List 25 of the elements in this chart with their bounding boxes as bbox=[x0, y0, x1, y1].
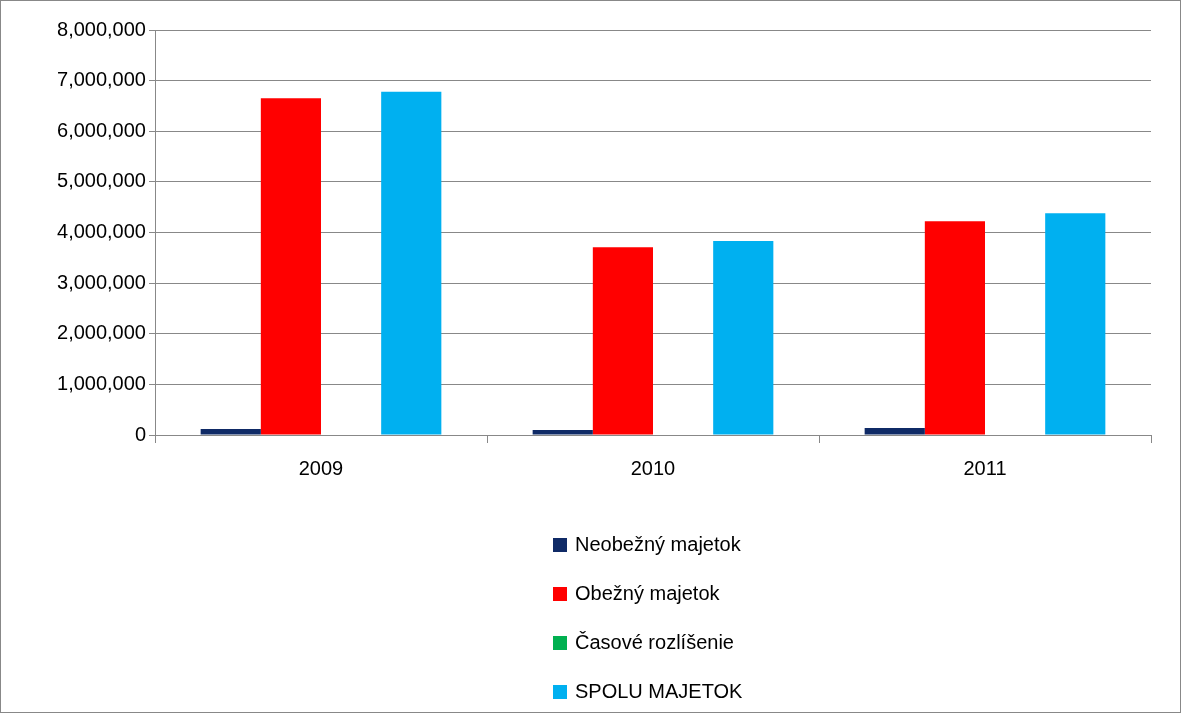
bar bbox=[713, 241, 774, 435]
y-tick-label: 8,000,000 bbox=[57, 17, 146, 40]
bar bbox=[260, 98, 321, 435]
bar bbox=[381, 91, 442, 435]
y-tick-label: 4,000,000 bbox=[57, 220, 146, 243]
legend-label: Neobežný majetok bbox=[574, 532, 742, 557]
bar bbox=[592, 247, 653, 435]
y-tick-label: 2,000,000 bbox=[57, 321, 146, 344]
bar bbox=[1045, 213, 1106, 435]
x-tick-label: 2010 bbox=[630, 456, 676, 479]
bar bbox=[532, 429, 593, 435]
bar bbox=[924, 221, 985, 435]
y-tick-label: 0 bbox=[134, 422, 146, 445]
bar bbox=[200, 428, 261, 435]
x-tick-label: 2011 bbox=[963, 456, 1007, 479]
y-tick-label: 3,000,000 bbox=[57, 270, 146, 293]
y-tick-label: 7,000,000 bbox=[57, 68, 146, 91]
legend-label: SPOLU MAJETOK bbox=[574, 679, 743, 704]
y-tick-label: 6,000,000 bbox=[57, 118, 146, 141]
x-tick-label: 2009 bbox=[298, 456, 344, 479]
legend-label: Časové rozlíšenie bbox=[574, 630, 735, 655]
y-tick-label: 1,000,000 bbox=[57, 371, 146, 394]
bar bbox=[864, 427, 925, 435]
legend-label: Obežný majetok bbox=[574, 581, 721, 606]
y-tick-label: 5,000,000 bbox=[57, 169, 146, 192]
